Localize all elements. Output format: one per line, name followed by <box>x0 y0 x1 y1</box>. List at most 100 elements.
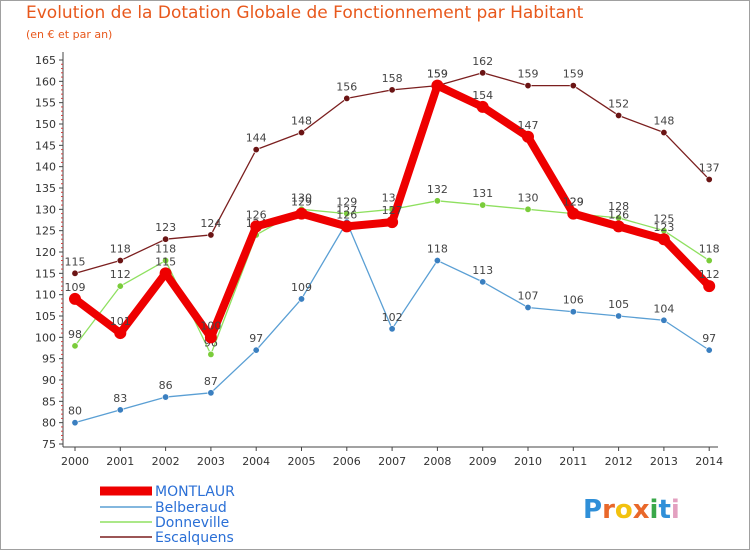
data-point <box>297 295 305 303</box>
data-label: 107 <box>518 289 539 302</box>
data-point <box>71 419 79 427</box>
data-point <box>69 292 81 305</box>
data-label: 144 <box>246 132 267 145</box>
data-point <box>116 257 124 265</box>
data-point <box>204 331 217 344</box>
y-tick-label: 155 <box>35 97 56 110</box>
data-label: 159 <box>563 68 584 81</box>
data-label: 109 <box>65 281 86 294</box>
x-tick-label: 2014 <box>695 455 723 468</box>
data-point <box>660 316 668 324</box>
y-tick-label: 85 <box>42 395 56 408</box>
data-point <box>615 312 623 320</box>
data-label: 118 <box>110 243 131 256</box>
chart-title: Evolution de la Dotation Globale de Fonc… <box>26 3 584 23</box>
data-label: 101 <box>110 315 131 328</box>
data-point <box>660 129 668 137</box>
y-tick-label: 95 <box>42 353 56 366</box>
y-tick-label: 100 <box>35 331 56 344</box>
y-tick-label: 110 <box>35 289 56 302</box>
data-label: 129 <box>336 196 357 209</box>
data-point <box>657 233 670 246</box>
data-point <box>433 257 441 265</box>
legend-label: Belberaud <box>155 500 227 516</box>
data-label: 80 <box>68 405 82 418</box>
y-tick-label: 125 <box>35 225 56 238</box>
y-tick-label: 75 <box>42 438 56 451</box>
data-label: 113 <box>472 264 493 277</box>
y-tick-label: 150 <box>35 118 56 131</box>
data-point <box>252 146 260 154</box>
data-label: 97 <box>249 332 263 345</box>
x-tick-label: 2013 <box>650 455 678 468</box>
data-point <box>207 231 215 239</box>
data-label: 126 <box>608 208 629 221</box>
data-point <box>71 269 79 277</box>
data-point <box>388 325 396 333</box>
data-label: 126 <box>336 208 357 221</box>
data-label: 112 <box>699 268 720 281</box>
data-point <box>522 130 534 143</box>
legend-item-donneville: Donneville <box>100 515 229 531</box>
legend-label: MONTLAUR <box>155 484 235 500</box>
data-label: 156 <box>336 80 357 93</box>
series-belberaud: 80 83 86 87 97 109 127 102 118 113 107 106 105 104 97 <box>68 204 716 427</box>
data-point <box>343 210 351 218</box>
data-point <box>116 406 124 414</box>
data-point <box>615 111 623 119</box>
data-label: 118 <box>427 243 448 256</box>
data-label: 128 <box>608 200 629 213</box>
data-label: 98 <box>68 328 82 341</box>
y-tick-label: 140 <box>35 161 56 174</box>
data-point <box>479 278 487 286</box>
data-point <box>433 197 441 205</box>
x-tick-label: 2008 <box>423 455 451 468</box>
y-tick-label: 80 <box>42 417 56 430</box>
data-label: 83 <box>113 392 127 405</box>
data-label: 152 <box>608 97 629 110</box>
data-point <box>705 257 713 265</box>
data-label: 123 <box>653 221 674 234</box>
data-point <box>250 220 263 233</box>
data-point <box>297 129 305 137</box>
y-tick-label: 145 <box>35 139 56 152</box>
data-label: 115 <box>65 255 86 268</box>
data-point <box>295 207 308 220</box>
data-label: 159 <box>427 68 448 81</box>
chart-subtitle: (en € et par an) <box>26 28 113 41</box>
data-point <box>476 100 489 113</box>
data-label: 148 <box>291 115 312 128</box>
data-label: 123 <box>155 221 176 234</box>
data-point <box>343 94 351 102</box>
data-point <box>567 207 580 220</box>
y-tick-label: 130 <box>35 203 56 216</box>
y-tick-label: 90 <box>42 374 56 387</box>
x-tick-label: 2005 <box>288 455 316 468</box>
legend-label: Escalquens <box>155 530 234 546</box>
data-point <box>162 235 170 243</box>
data-label: 87 <box>204 375 218 388</box>
data-point <box>207 389 215 397</box>
data-label: 106 <box>563 294 584 307</box>
data-label: 159 <box>518 68 539 81</box>
data-point <box>524 303 532 311</box>
y-tick-label: 160 <box>35 75 56 88</box>
x-tick-label: 2003 <box>197 455 225 468</box>
data-label: 162 <box>472 55 493 68</box>
data-label: 130 <box>291 191 312 204</box>
data-label: 104 <box>653 302 674 315</box>
legend-item-escalquens: Escalquens <box>100 530 234 546</box>
data-label: 105 <box>608 298 629 311</box>
y-tick-label: 165 <box>35 54 56 67</box>
x-tick-label: 2010 <box>514 455 542 468</box>
data-point <box>116 282 124 290</box>
data-label: 109 <box>291 281 312 294</box>
data-label: 154 <box>472 89 493 102</box>
data-point <box>162 393 170 401</box>
data-point <box>162 257 170 265</box>
data-point <box>159 267 172 280</box>
legend-item-belberaud: Belberaud <box>100 500 227 516</box>
data-point <box>524 205 532 213</box>
